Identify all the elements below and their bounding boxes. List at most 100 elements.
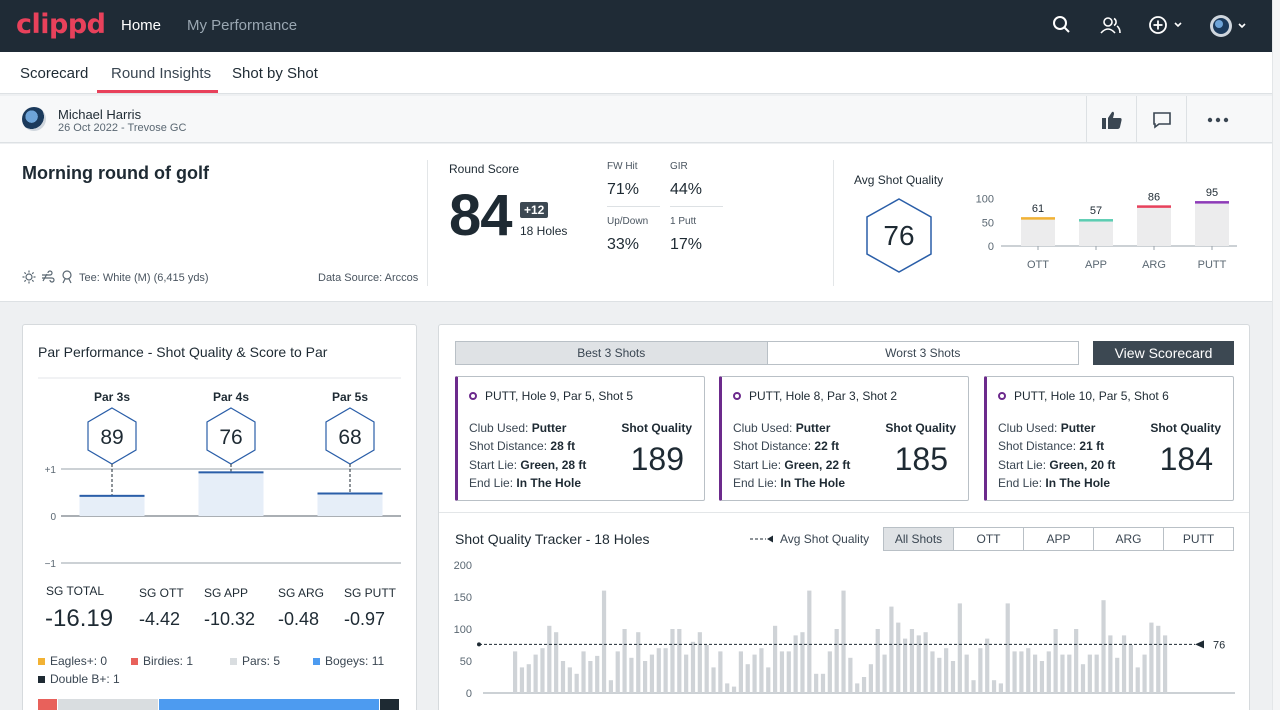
avg-shot-quality-legend: Avg Shot Quality	[750, 532, 869, 546]
bar	[1115, 657, 1120, 693]
bar	[998, 683, 1003, 693]
bar	[896, 622, 901, 693]
bar	[923, 632, 928, 693]
comment-button[interactable]	[1136, 96, 1186, 143]
tab-round-insights[interactable]: Round Insights	[111, 65, 212, 82]
bar	[1135, 667, 1140, 693]
like-button[interactable]	[1086, 96, 1136, 143]
round-owner-bar: Michael Harris 26 Oct 2022 - Trevose GC	[0, 96, 1272, 143]
bar	[779, 651, 785, 693]
distribution-segment	[158, 699, 379, 710]
bar	[978, 648, 983, 693]
add-circle-icon[interactable]	[1148, 14, 1186, 36]
divider	[670, 206, 723, 207]
bar	[991, 680, 997, 693]
bar	[601, 590, 607, 693]
bar	[827, 651, 832, 693]
data-label: 86	[1148, 191, 1160, 203]
shot-marker-icon	[469, 392, 477, 400]
shot-title: PUTT, Hole 10, Par 5, Shot 6	[1014, 389, 1169, 403]
shot-distance: Shot Distance: 21 ft	[998, 439, 1105, 453]
bar	[759, 648, 764, 693]
avg-shot-quality-label: Avg Shot Quality	[854, 173, 944, 187]
par-performance-chart: +1 0 −1 Par 3s 89 Par 4s 76 Par 5s 68	[38, 377, 401, 570]
active-tab-indicator	[97, 90, 218, 93]
shot-quality-value: 184	[1159, 441, 1213, 477]
bar	[855, 683, 860, 693]
bar	[1074, 629, 1079, 693]
sg-app-label: SG APP	[204, 586, 249, 600]
more-options-button[interactable]	[1186, 96, 1249, 143]
bar	[526, 664, 531, 693]
filter-ott[interactable]: OTT	[953, 528, 1023, 550]
filter-arg[interactable]: ARG	[1093, 528, 1163, 550]
par-label: Par 4s	[213, 390, 249, 404]
bar	[643, 661, 648, 693]
worst-shots-tab[interactable]: Worst 3 Shots	[766, 342, 1079, 364]
nav-my-performance[interactable]: My Performance	[187, 17, 298, 34]
avg-shot-quality-hexagon: 76	[866, 198, 932, 273]
bar	[1079, 219, 1113, 246]
par-label: Par 5s	[332, 390, 368, 404]
round-tabs: Scorecard Round Insights Shot by Shot	[0, 52, 1272, 94]
bar-cap	[1079, 219, 1113, 222]
bar	[957, 603, 962, 693]
clippd-logo[interactable]: clippd	[16, 9, 106, 40]
filter-putt[interactable]: PUTT	[1163, 528, 1233, 550]
people-icon[interactable]	[1099, 14, 1123, 36]
bar	[595, 655, 600, 693]
tab-shot-by-shot[interactable]: Shot by Shot	[232, 65, 318, 82]
shot-quality-value: 89	[100, 426, 123, 449]
x-tick-label: APP	[1085, 259, 1107, 271]
tab-scorecard[interactable]: Scorecard	[20, 65, 89, 82]
bar	[875, 629, 880, 693]
view-scorecard-button[interactable]: View Scorecard	[1093, 341, 1234, 365]
user-avatar[interactable]	[1209, 14, 1249, 38]
bar	[834, 629, 839, 693]
bar	[519, 667, 525, 693]
sg-putt-label: SG PUTT	[344, 586, 397, 600]
sg-total-value: -16.19	[45, 605, 114, 632]
avatar	[22, 107, 46, 131]
sg-total-label: SG TOTAL	[46, 584, 105, 598]
bar	[718, 651, 723, 693]
filter-all-shots[interactable]: All Shots	[884, 528, 953, 550]
page-scrollbar[interactable]	[1272, 0, 1280, 710]
filter-app[interactable]: APP	[1023, 528, 1093, 550]
shot-title: PUTT, Hole 9, Par 5, Shot 5	[485, 389, 634, 403]
search-icon[interactable]	[1052, 14, 1072, 36]
shot-card[interactable]: PUTT, Hole 8, Par 3, Shot 2 Club Used: P…	[719, 376, 969, 501]
dashed-line-arrow-icon	[750, 535, 773, 543]
sg-putt-value: -0.97	[344, 609, 386, 629]
shot-quality-label: Shot Quality	[885, 421, 956, 435]
bar	[820, 673, 826, 693]
y-tick-label: 200	[454, 560, 472, 572]
bar	[1101, 600, 1106, 693]
comment-icon	[1152, 111, 1171, 129]
conditions-icons	[22, 270, 74, 284]
bar	[1137, 205, 1171, 246]
bar	[882, 654, 887, 693]
y-tick-label: 50	[982, 217, 994, 229]
bar	[636, 632, 641, 693]
shot-title: PUTT, Hole 8, Par 3, Shot 2	[749, 389, 898, 403]
count-birdies: Birdies: 1	[131, 654, 193, 668]
bar	[766, 667, 771, 693]
bar	[868, 664, 873, 693]
round-date-course: 26 Oct 2022 - Trevose GC	[58, 122, 187, 134]
distribution-segment	[379, 699, 399, 710]
stat-value-updown: 33%	[607, 236, 640, 253]
bar	[903, 638, 908, 693]
bar	[629, 657, 634, 693]
bar	[684, 654, 689, 693]
shot-card[interactable]: PUTT, Hole 10, Par 5, Shot 6 Club Used: …	[984, 376, 1234, 501]
bar	[930, 651, 935, 693]
bar-cap	[1021, 217, 1055, 220]
shot-card[interactable]: PUTT, Hole 9, Par 5, Shot 5 Club Used: P…	[455, 376, 705, 501]
nav-home[interactable]: Home	[121, 17, 162, 34]
best-shots-tab[interactable]: Best 3 Shots	[456, 342, 767, 364]
bar	[608, 680, 613, 693]
shot-start-lie: Start Lie: Green, 20 ft	[998, 458, 1116, 472]
bar	[317, 492, 383, 516]
avg-arrow	[1195, 640, 1204, 649]
